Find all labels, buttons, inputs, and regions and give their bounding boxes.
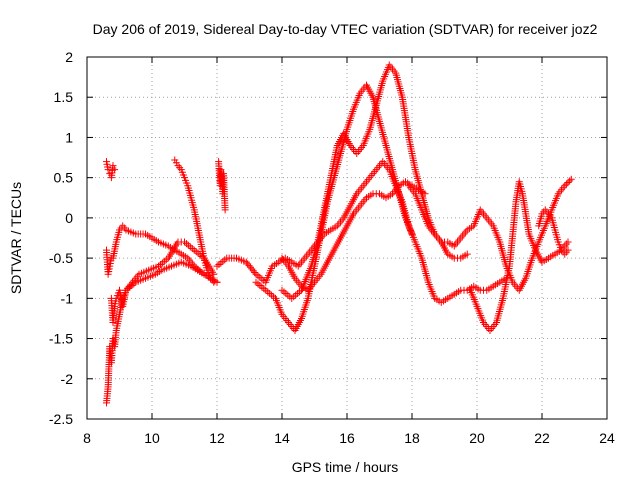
data-point [111, 166, 119, 174]
data-point [561, 182, 569, 190]
series-sat-k [405, 175, 575, 294]
y-tick-label: -0.5 [49, 250, 73, 266]
data-point [408, 230, 416, 238]
plot-area [103, 61, 575, 407]
series-sat-j [278, 178, 429, 294]
series-sat-d [107, 238, 218, 326]
y-axis: -2.5 -2 -1.5 -1 -0.5 0 0.5 1 1.5 2 [49, 49, 607, 427]
data-point [210, 270, 218, 278]
data-point [463, 250, 471, 258]
x-tick-label: 12 [209, 430, 225, 446]
series-sat-f [215, 158, 229, 214]
x-tick-label: 14 [274, 430, 290, 446]
x-tick-label: 16 [339, 430, 355, 446]
data-point [251, 268, 259, 276]
series-sat-l [467, 178, 572, 335]
y-tick-label: -1 [61, 290, 74, 306]
x-tick-label: 24 [599, 430, 615, 446]
y-tick-label: 1 [65, 129, 73, 145]
x-tick-label: 8 [83, 430, 91, 446]
x-tick-label: 10 [144, 430, 160, 446]
data-point [210, 278, 218, 286]
series-sat-h [252, 81, 416, 335]
plot-frame [86, 56, 608, 420]
y-axis-title: SDTVAR / TECUs [8, 182, 24, 294]
series-sat-c [103, 258, 221, 407]
x-axis: 8 10 12 14 16 18 20 22 24 [83, 57, 615, 446]
data-point [566, 177, 574, 185]
grid [87, 57, 607, 419]
y-tick-label: 2 [65, 49, 73, 65]
series-sat-i [278, 61, 471, 302]
data-point [562, 180, 570, 188]
x-tick-label: 18 [404, 430, 420, 446]
y-tick-label: 0 [65, 210, 73, 226]
y-tick-label: -1.5 [49, 331, 73, 347]
series-sat-m [535, 206, 572, 258]
data-point [564, 178, 572, 186]
x-axis-title: GPS time / hours [292, 459, 399, 475]
series-sat-e [171, 156, 218, 286]
y-tick-label: -2 [61, 371, 74, 387]
data-point [221, 206, 229, 214]
series-sat-b [103, 158, 119, 182]
y-tick-label: 1.5 [54, 89, 74, 105]
y-tick-label: -2.5 [49, 411, 73, 427]
data-point [421, 190, 429, 198]
y-tick-label: 0.5 [54, 170, 74, 186]
data-point [564, 246, 572, 254]
data-point [104, 166, 112, 174]
data-point [109, 162, 117, 170]
x-tick-label: 20 [469, 430, 485, 446]
data-point [567, 175, 575, 183]
x-tick-label: 22 [534, 430, 550, 446]
data-point [564, 238, 572, 246]
chart-title: Day 206 of 2019, Sidereal Day-to-day VTE… [93, 21, 598, 37]
